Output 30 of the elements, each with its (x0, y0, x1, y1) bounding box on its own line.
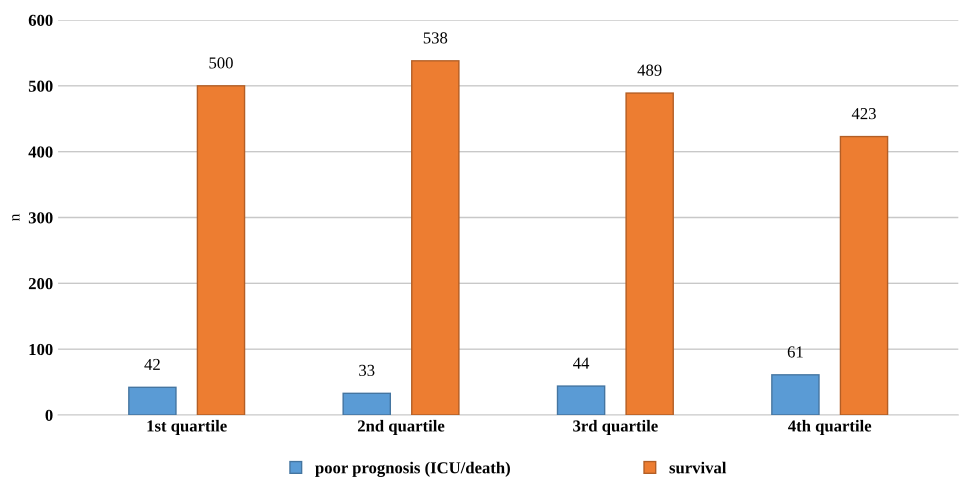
bar (128, 386, 177, 415)
y-tick-label: 400 (28, 146, 53, 158)
data-label: 44 (573, 358, 590, 369)
bar (771, 374, 820, 415)
data-label: 33 (359, 364, 374, 376)
data-label: 538 (424, 32, 448, 44)
x-tick-label: 2nd quartile (358, 420, 444, 435)
data-label: 61 (788, 346, 803, 358)
y-tick-label: 100 (30, 344, 53, 356)
y-axis-title: n (12, 214, 20, 221)
data-label: 500 (209, 57, 233, 69)
y-tick-label: 500 (28, 80, 53, 92)
legend-label: poor prognosis (ICU/death) (315, 462, 510, 477)
bar (840, 136, 888, 415)
bar (196, 85, 246, 415)
y-tick-label: 200 (28, 278, 53, 290)
data-label: 423 (852, 108, 876, 120)
y-tick-label: 300 (28, 212, 53, 224)
x-tick-label: 1st quartile (148, 420, 227, 435)
data-label: 42 (144, 358, 160, 370)
x-tick-label: 4th quartile (788, 420, 872, 435)
bar (342, 392, 392, 415)
y-tick-label: 0 (46, 410, 53, 421)
bar (556, 385, 606, 415)
bar (625, 92, 674, 415)
legend-label: survival (670, 462, 726, 474)
data-label: 489 (637, 64, 662, 76)
y-tick-label: 600 (28, 14, 53, 26)
bar (411, 60, 460, 415)
x-tick-label: 3rd quartile (573, 420, 658, 435)
